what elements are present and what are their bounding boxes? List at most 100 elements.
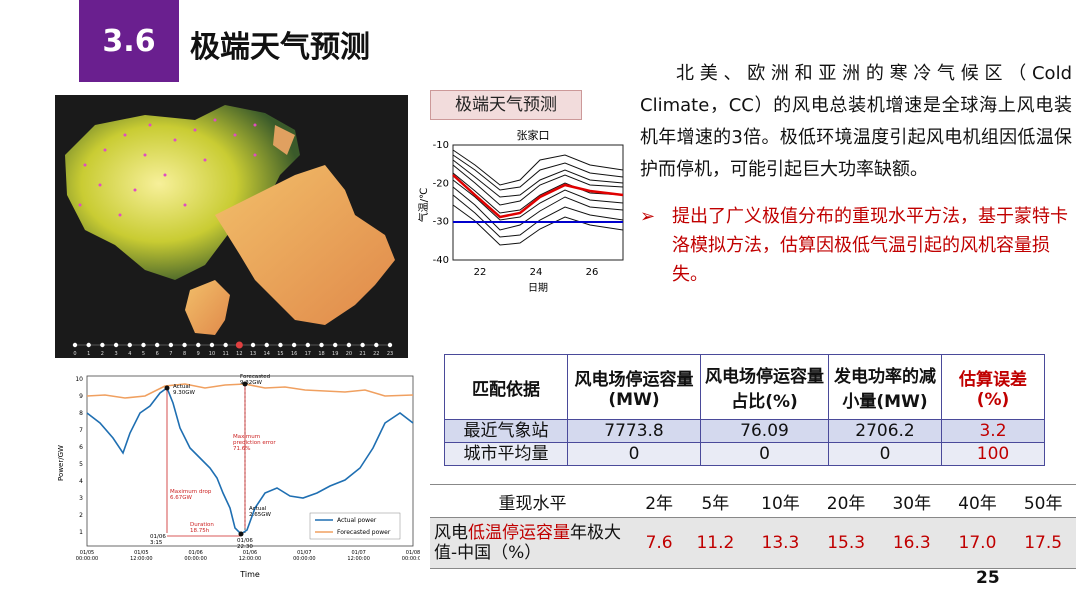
table-cell: 最近气象站 <box>444 419 568 443</box>
table-cell: 100 <box>941 442 1045 466</box>
timeline-dot[interactable] <box>333 342 338 348</box>
page-number: 25 <box>976 568 1000 588</box>
annotation-duration: Duration 18.75h <box>190 522 214 534</box>
temp-chart-xtick: 22 <box>474 267 487 278</box>
timeline-dot[interactable] <box>141 342 146 348</box>
annotation-actual-peak: Actual 9.30GW <box>173 384 196 396</box>
power-chart-ytick: 6 <box>79 444 83 451</box>
timeline-dot[interactable] <box>346 342 352 348</box>
timeline-dot[interactable] <box>319 342 324 348</box>
timeline-dot[interactable] <box>278 342 283 348</box>
power-chart-ytick: 1 <box>79 529 83 536</box>
table-header-cell: 重现水平 <box>430 484 635 518</box>
timeline-dot[interactable] <box>291 342 297 348</box>
timeline-dot[interactable] <box>360 342 365 348</box>
timeline-dot[interactable] <box>250 342 256 348</box>
timeline-label: 16 <box>291 351 297 357</box>
temp-chart-ytick: -30 <box>433 217 449 228</box>
power-chart-ytick: 3 <box>79 495 83 502</box>
timeline-label: 4 <box>128 351 131 357</box>
timeline-dot[interactable] <box>235 341 243 349</box>
temp-chart-ytick: -20 <box>433 178 449 189</box>
table-header-cell: 5年 <box>683 484 748 518</box>
timeline-label: 20 <box>346 351 352 357</box>
row-label: 风电低温停运容量年极大值-中国（%） <box>430 517 635 569</box>
row-label-highlight: 低温停运容量 <box>468 523 570 543</box>
power-chart-xlabel: Time <box>239 570 260 579</box>
power-chart-ytick: 9 <box>79 393 83 400</box>
temp-chart-ytick: -10 <box>433 140 449 151</box>
timeline-dot[interactable] <box>264 342 269 348</box>
legend-forecasted-power: Forecasted power <box>337 529 391 536</box>
power-chart-xtick: 01/06 12:00:00 <box>239 550 261 562</box>
table-header-cell: 2年 <box>635 484 684 518</box>
timeline-dot[interactable] <box>113 342 119 348</box>
table-row: 风电低温停运容量年极大值-中国（%） 7.6 11.2 13.3 15.3 16… <box>430 517 1076 569</box>
power-chart-xtick: 01/07 12:00:00 <box>347 550 369 562</box>
table-header-cell: 30年 <box>878 484 945 518</box>
temp-chart-ytick: -40 <box>433 255 449 266</box>
timeline-label: 2 <box>101 351 104 357</box>
table-cell: 2706.2 <box>828 419 942 443</box>
timeline-label: 14 <box>264 351 270 357</box>
page-title: 极端天气预测 <box>190 30 370 65</box>
table-cell: 0 <box>567 442 701 466</box>
table-header-cell: 20年 <box>813 484 879 518</box>
annotation-actual-low: Actual 2.65GW <box>249 506 272 518</box>
timeline-dot[interactable] <box>182 342 187 348</box>
power-chart-xtick: 01/07 00:00:00 <box>293 550 315 562</box>
timeline-dot[interactable] <box>196 342 201 348</box>
section-number-badge: 3.6 <box>79 0 179 82</box>
timeline-label: 11 <box>222 351 228 357</box>
timeline-dot[interactable] <box>86 342 91 348</box>
timeline-label: 3 <box>114 351 117 357</box>
return-level-table: 重现水平 2年 5年 10年 20年 30年 40年 50年 风电低温停运容量年… <box>430 484 1076 569</box>
timeline-dot[interactable] <box>168 342 174 348</box>
annotation-max-drop: Maximum drop 6.67GW <box>170 489 212 501</box>
temp-chart-title: 张家口 <box>517 128 550 142</box>
power-chart-ylabel: Power/GW <box>57 445 65 481</box>
timeline-dot[interactable] <box>387 342 393 348</box>
table-cell: 城市平均量 <box>444 442 568 466</box>
timeline-dot[interactable] <box>72 342 78 348</box>
timeline-label: 23 <box>387 351 393 357</box>
table-cell: 16.3 <box>878 517 945 569</box>
timeline-label: 19 <box>332 351 338 357</box>
table-header-cell: 估算误差(%) <box>941 354 1045 420</box>
row-label-prefix: 风电 <box>434 523 468 543</box>
outage-estimation-table: 匹配依据 风电场停运容量(MW) 风电场停运容量占比(%) 发电功率的减小量(M… <box>444 354 1045 466</box>
temp-chart-xtick: 26 <box>586 267 599 278</box>
table-row: 最近气象站 7773.8 76.09 2706.2 3.2 <box>444 419 1045 443</box>
row-label-suffix: 年极大值-中国（%） <box>434 523 621 563</box>
table-cell: 15.3 <box>813 517 879 569</box>
timeline-dot[interactable] <box>127 342 132 348</box>
table-row: 城市平均量 0 0 0 100 <box>444 442 1045 466</box>
temperature-line-chart: 张家口 -10 -20 -30 -40 22 24 26 气温/℃ 日期 <box>417 128 624 294</box>
intro-paragraph: 北美、欧洲和亚洲的寒冷气候区（Cold Climate，CC）的风电总装机增速是… <box>640 63 1072 180</box>
arrow-bullet-icon: ➢ <box>640 206 656 227</box>
power-chart-ytick: 5 <box>79 461 83 468</box>
timeline-dot[interactable] <box>100 342 105 348</box>
timeline-label: 13 <box>250 351 256 357</box>
table-header-cell: 50年 <box>1010 484 1076 518</box>
timeline-dot[interactable] <box>305 342 311 348</box>
table-cell: 3.2 <box>941 419 1045 443</box>
power-chart-legend: Actual power Forecasted power <box>309 512 401 540</box>
timeline-dot[interactable] <box>223 342 228 348</box>
power-chart-xtick: 01/05 00:00:00 <box>76 550 98 562</box>
timeline-label: 10 <box>209 351 215 357</box>
power-chart-xtick: 01/06 00:00:00 <box>184 550 206 562</box>
timeline-label: 22 <box>373 351 379 357</box>
timeline-dot[interactable] <box>209 342 215 348</box>
method-bullet-text: 提出了广义极值分布的重现水平方法，基于蒙特卡洛模拟方法，估算因极低气温引起的风机… <box>672 206 1068 285</box>
timeline-dot[interactable] <box>374 342 379 348</box>
temp-chart-highlight-line <box>452 174 624 219</box>
table-cell: 11.2 <box>683 517 748 569</box>
timeline-label: 18 <box>318 351 324 357</box>
temp-chart-xlabel: 日期 <box>528 282 548 294</box>
timeline-dot[interactable] <box>154 342 160 348</box>
table-header-cell: 10年 <box>747 484 814 518</box>
temperature-map-image: 0 1 2 3 4 5 6 7 8 9 10 11 12 13 14 15 16 17 18 19 20 21 22 23 <box>55 95 408 358</box>
timeline-label: 7 <box>169 351 172 357</box>
